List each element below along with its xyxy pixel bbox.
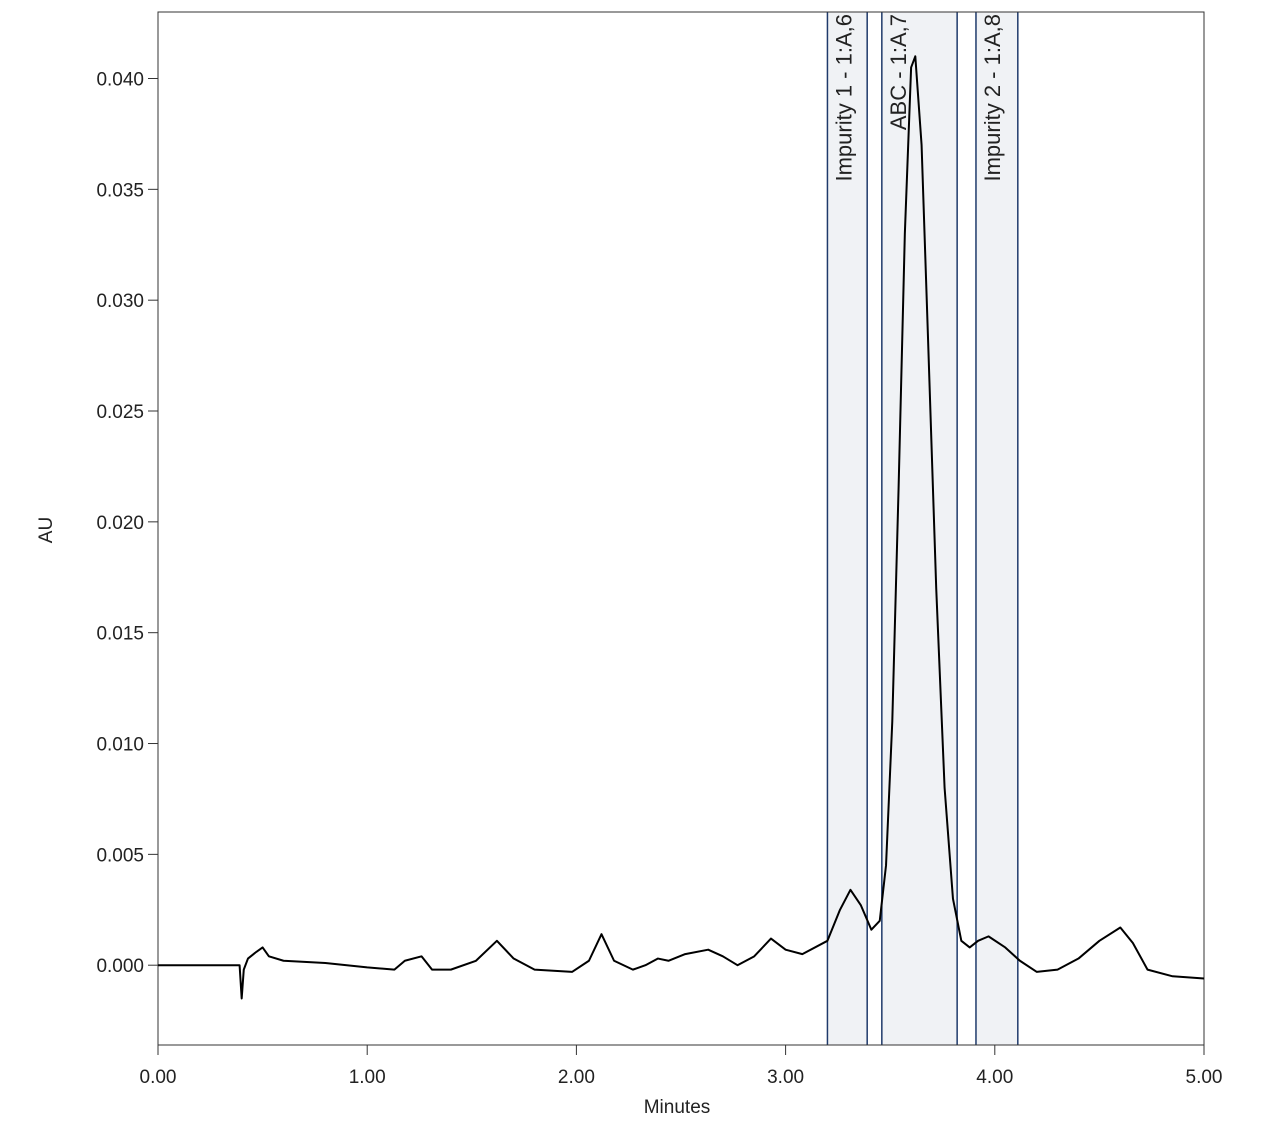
y-tick-label: 0.015 xyxy=(96,624,144,645)
y-tick-label: 0.010 xyxy=(96,735,144,756)
region-label: Impurity 1 - 1:A,6 xyxy=(831,14,856,182)
y-tick-label: 0.040 xyxy=(96,70,144,91)
x-tick-label: 0.00 xyxy=(140,1067,177,1088)
y-tick-label: 0.000 xyxy=(96,956,144,977)
y-tick-label: 0.025 xyxy=(96,402,144,423)
x-tick-label: 3.00 xyxy=(767,1067,804,1088)
y-axis-title: AU xyxy=(36,517,57,543)
region-label: Impurity 2 - 1:A,8 xyxy=(980,14,1005,182)
y-tick-label: 0.030 xyxy=(96,291,144,312)
y-tick-label: 0.020 xyxy=(96,513,144,534)
peak-region xyxy=(975,12,1018,1045)
x-tick-label: 2.00 xyxy=(558,1067,595,1088)
x-tick-label: 1.00 xyxy=(349,1067,386,1088)
x-tick-label: 5.00 xyxy=(1186,1067,1223,1088)
x-axis-title: Minutes xyxy=(644,1097,711,1118)
x-tick-label: 4.00 xyxy=(976,1067,1013,1088)
peak-region xyxy=(827,12,868,1045)
y-tick-label: 0.005 xyxy=(96,845,144,866)
plot-frame xyxy=(157,11,1205,1046)
y-tick-label: 0.035 xyxy=(96,180,144,201)
chromatogram-line xyxy=(158,55,1205,1000)
peak-region xyxy=(881,12,958,1045)
region-label: ABC - 1:A,7 xyxy=(886,14,911,130)
